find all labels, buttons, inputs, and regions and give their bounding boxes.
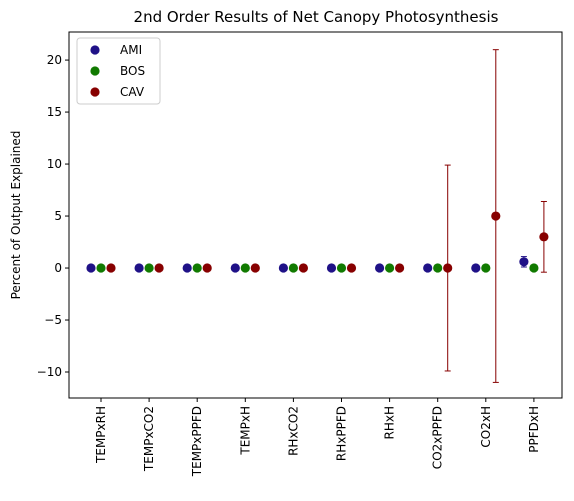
y-axis-label: Percent of Output Explained: [9, 131, 23, 300]
x-tick-label: TEMPxPPFD: [190, 406, 204, 477]
data-point: [336, 263, 347, 273]
legend-label: CAV: [120, 85, 145, 99]
data-point: [481, 263, 491, 273]
data-point: [433, 263, 443, 273]
data-point: [106, 263, 116, 273]
data-point: [288, 263, 298, 273]
plot-frame: [68, 31, 563, 399]
y-tick-label: 10: [47, 157, 62, 171]
legend-label: AMI: [120, 43, 142, 57]
legend-marker: [90, 87, 100, 97]
plot-area: −10 −5 0 5 10 15 20 TEMPxRH TEMPxCO2 TEMPxPPFD TEM…: [37, 31, 563, 477]
legend: AMI BOS CAV: [76, 37, 161, 105]
x-tick-label: CO2xPPFD: [431, 406, 445, 469]
x-tick-label: TEMPxCO2: [142, 406, 156, 472]
data-point: [326, 263, 337, 273]
x-tick-label: TEMPxRH: [94, 406, 108, 464]
data-point: [230, 263, 240, 273]
y-tick-label: −10: [37, 365, 62, 379]
x-tick-label: PPFDxH: [527, 406, 541, 453]
chart-title: 2nd Order Results of Net Canopy Photosyn…: [134, 8, 499, 26]
data-point: [96, 263, 106, 273]
data-point: [385, 263, 395, 273]
y-tick-label: −5: [44, 313, 62, 327]
data-point: [443, 263, 453, 273]
data-point: [144, 263, 154, 273]
x-tick-label: RHxPPFD: [335, 406, 349, 461]
legend-marker: [90, 45, 100, 55]
data-point: [240, 263, 250, 273]
data-point: [182, 263, 192, 273]
data-point: [298, 263, 308, 273]
legend-marker: [90, 66, 100, 76]
data-point: [375, 263, 385, 273]
data-point: [278, 263, 288, 273]
legend-label: BOS: [120, 64, 145, 78]
data-point: [154, 263, 164, 273]
series-bos: [96, 263, 539, 273]
series-ami: [86, 256, 529, 273]
data-point: [423, 263, 433, 273]
x-tick-label: RHxCO2: [286, 406, 300, 456]
legend-box: [76, 37, 161, 105]
data-point: [346, 263, 357, 273]
data-point: [192, 263, 202, 273]
y-tick-label: 0: [54, 261, 62, 275]
y-tick-label: 5: [54, 209, 62, 223]
data-point: [86, 263, 96, 273]
data-point: [395, 263, 405, 273]
y-tick-label: 15: [47, 105, 62, 119]
x-tick-label: TEMPxH: [238, 406, 252, 456]
data-point: [202, 263, 212, 273]
data-point: [529, 263, 539, 273]
data-point: [250, 263, 260, 273]
y-tick-label: 20: [47, 53, 62, 67]
data-point: [539, 232, 549, 242]
data-point: [491, 211, 501, 221]
series-cav: [106, 49, 549, 383]
data-point: [471, 263, 481, 273]
data-point: [134, 263, 144, 273]
x-tick-label: RHxH: [383, 406, 397, 440]
data-point: [519, 257, 529, 267]
x-tick-label: CO2xH: [479, 406, 493, 448]
